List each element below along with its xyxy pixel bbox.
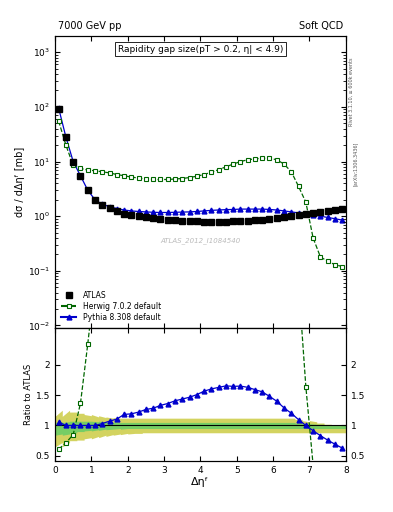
Y-axis label: Ratio to ATLAS: Ratio to ATLAS xyxy=(24,364,33,425)
Text: ATLAS_2012_I1084540: ATLAS_2012_I1084540 xyxy=(160,237,241,244)
Text: [arXiv:1306.3436]: [arXiv:1306.3436] xyxy=(353,142,358,186)
Text: 7000 GeV pp: 7000 GeV pp xyxy=(58,22,121,31)
Text: Rapidity gap size(pT > 0.2, η| < 4.9): Rapidity gap size(pT > 0.2, η| < 4.9) xyxy=(118,45,283,54)
Y-axis label: dσ / dΔηᶠ [mb]: dσ / dΔηᶠ [mb] xyxy=(15,147,25,217)
Legend: ATLAS, Herwig 7.0.2 default, Pythia 8.308 default: ATLAS, Herwig 7.0.2 default, Pythia 8.30… xyxy=(59,289,163,324)
X-axis label: Δηᶠ: Δηᶠ xyxy=(191,477,209,487)
Text: Soft QCD: Soft QCD xyxy=(299,22,343,31)
Text: Rivet 3.1.10, ≥ 600k events: Rivet 3.1.10, ≥ 600k events xyxy=(349,58,354,126)
